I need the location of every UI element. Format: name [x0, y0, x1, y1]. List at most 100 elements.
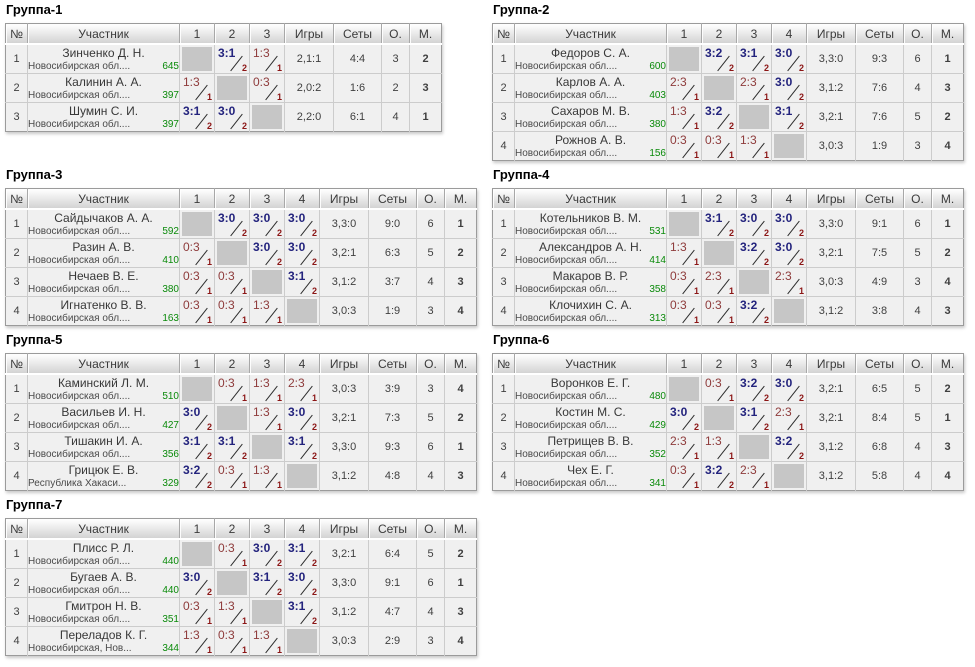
col-header-opponent-4: 4: [771, 23, 807, 45]
player-row: 4 Клочихин С. А. Новосибирская обл.... 313 0…: [492, 296, 964, 326]
participant-rating: 645: [162, 61, 179, 72]
self-match-box: [704, 406, 734, 430]
self-match-box: [704, 76, 734, 100]
games-cell: 3,1:2: [319, 461, 369, 491]
match-result-cell: 0:3 1: [214, 461, 250, 491]
player-row: 3 Петрищев В. В. Новосибирская обл.... 352 2…: [492, 432, 964, 462]
player-row: 2 Карлов А. А. Новосибирская обл.... 403 2:3…: [492, 73, 964, 103]
col-header-opponent-4: 4: [771, 188, 807, 210]
sets-cell: 7:5: [855, 238, 904, 268]
participant-name: Александров А. Н.: [538, 240, 643, 254]
self-match-cell: [771, 461, 807, 491]
header-row: № Участник 1 2 3 4 Игры Сеты О. М.: [492, 353, 964, 375]
match-score: 2:3: [670, 434, 687, 448]
sets-cell: 6:5: [855, 373, 904, 404]
sets-cell: 6:4: [368, 538, 417, 569]
participant-cell: Калинин А. А. Новосибирская обл.... 397: [27, 73, 180, 103]
self-match-cell: [214, 73, 250, 103]
match-score: 1:3: [670, 240, 687, 254]
sets-cell: 1:6: [333, 73, 382, 103]
sets-cell: 4:7: [368, 597, 417, 627]
place-cell: 3: [444, 597, 477, 627]
player-number-cell: 3: [5, 432, 28, 462]
games-cell: 3,0:3: [806, 131, 856, 161]
match-result-cell: 2:3 1: [736, 461, 772, 491]
group-title: Группа-3: [6, 167, 63, 182]
player-row: 4 Игнатенко В. В. Новосибирская обл.... 163…: [5, 296, 477, 326]
col-header-opponent-2: 2: [701, 23, 737, 45]
group-title: Группа-6: [493, 332, 550, 347]
participant-region: Новосибирская обл....: [28, 61, 131, 72]
col-header-place: М.: [931, 23, 964, 45]
self-match-box: [287, 299, 317, 323]
player-row: 3 Гмитрон Н. В. Новосибирская обл.... 351 0:…: [5, 597, 477, 627]
match-points: 2: [241, 63, 247, 73]
self-match-box: [739, 270, 769, 294]
self-match-box: [287, 629, 317, 653]
participant-region: Новосибирская обл....: [28, 585, 131, 596]
match-result-cell: 0:3 1: [666, 461, 702, 491]
participant-name: Каминский Л. М.: [57, 376, 150, 390]
col-header-opponent-3: 3: [249, 353, 285, 375]
col-header-opponent-3: 3: [736, 23, 772, 45]
match-score: 3:1: [288, 599, 306, 613]
sets-cell: 3:7: [368, 267, 417, 297]
header-row: № Участник 1 2 3 4 Игры Сеты О. М.: [5, 188, 477, 210]
participant-region: Новосибирская обл....: [28, 556, 131, 567]
match-result-cell: 3:1 2: [214, 432, 250, 462]
match-score: 3:0: [775, 75, 793, 89]
col-header-opponent-1: 1: [666, 353, 702, 375]
participant-cell: Нечаев В. Е. Новосибирская обл.... 380: [27, 267, 180, 297]
match-points: 2: [206, 587, 212, 597]
self-match-cell: [214, 568, 250, 598]
participant-region: Новосибирская, Нов...: [28, 643, 132, 654]
participant-name: Васильев И. Н.: [61, 405, 146, 419]
player-number-cell: 4: [492, 461, 515, 491]
games-cell: 3,3:0: [806, 208, 856, 239]
games-cell: 3,2:1: [806, 102, 856, 132]
participant-rating: 163: [162, 313, 179, 324]
match-result-cell: 3:1 2: [284, 538, 320, 569]
match-score: 3:0: [740, 211, 758, 225]
self-match-cell: [701, 73, 737, 103]
match-result-cell: 3:2 2: [701, 102, 737, 132]
participant-secondary-line: Новосибирская обл.... 397: [28, 119, 179, 130]
match-score: 3:0: [253, 240, 271, 254]
participant-rating: 341: [649, 478, 666, 489]
col-header-number: №: [5, 188, 28, 210]
match-points: 1: [276, 480, 282, 490]
player-number-cell: 3: [5, 102, 28, 132]
sets-cell: 4:8: [368, 461, 417, 491]
match-score: 3:0: [253, 211, 271, 225]
match-score: 3:2: [183, 463, 201, 477]
self-match-box: [217, 406, 247, 430]
participant-secondary-line: Новосибирская обл.... 600: [515, 61, 666, 72]
match-points: 1: [206, 645, 212, 655]
sets-cell: 6:8: [855, 432, 904, 462]
match-points: 1: [276, 92, 282, 102]
group-7: Группа-7 № Участник 1 2 3 4 Игры Сеты О. М. 1 Плисс …: [5, 497, 477, 656]
match-result-cell: 3:0 2: [771, 238, 807, 268]
participant-cell: Клочихин С. А. Новосибирская обл.... 313: [514, 296, 667, 326]
match-score: 3:1: [253, 570, 271, 584]
match-result-cell: 3:0 2: [249, 538, 285, 569]
match-result-cell: 2:3 1: [666, 432, 702, 462]
col-header-opponent-3: 3: [249, 188, 285, 210]
player-number-cell: 2: [492, 403, 515, 433]
match-result-cell: 3:2 2: [736, 296, 772, 326]
match-score: 0:3: [183, 599, 200, 613]
place-cell: 1: [931, 403, 964, 433]
match-points: 2: [798, 393, 804, 403]
match-score: 3:0: [288, 570, 306, 584]
participant-name: Разин А. В.: [72, 240, 135, 254]
group-title: Группа-4: [493, 167, 550, 182]
player-row: 3 Сахаров М. В. Новосибирская обл.... 380 1:…: [492, 102, 964, 132]
match-points: 2: [763, 257, 769, 267]
match-score: 3:0: [775, 376, 793, 390]
group-2: Группа-2 № Участник 1 2 3 4 Игры Сеты О. М. 1 Федоро…: [492, 2, 964, 161]
player-row: 1 Зинченко Д. Н. Новосибирская обл.... 645 3…: [5, 43, 442, 74]
match-result-cell: 2:3 1: [771, 403, 807, 433]
player-number-cell: 3: [492, 267, 515, 297]
match-points: 2: [311, 587, 317, 597]
match-points: 2: [276, 587, 282, 597]
